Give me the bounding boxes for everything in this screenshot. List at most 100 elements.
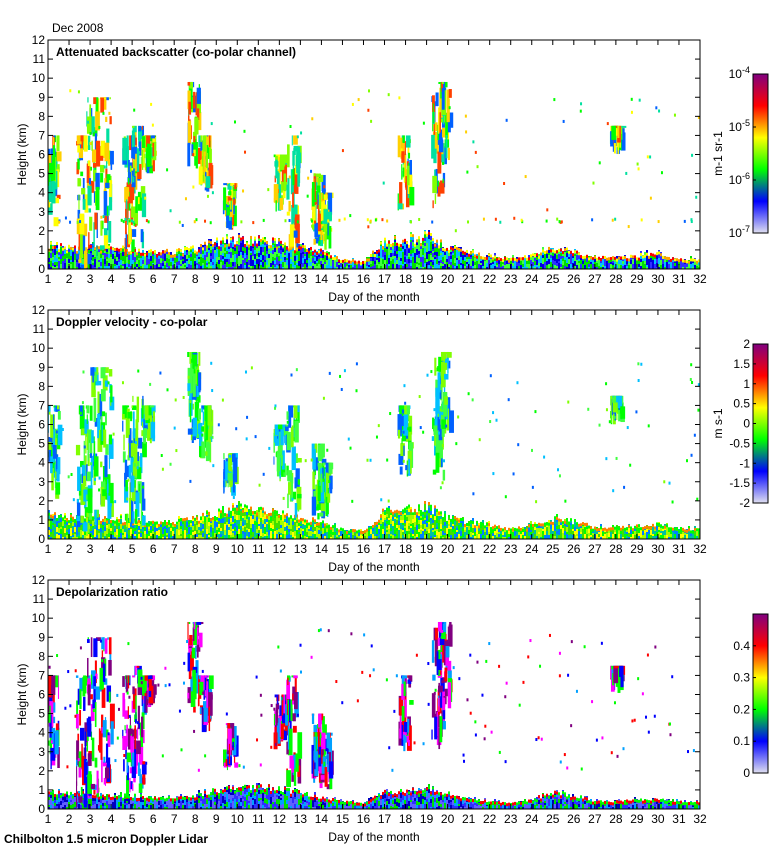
boundary-layer-pixel [378,258,380,262]
boundary-layer-pixel [282,257,284,262]
boundary-layer-pixel [428,243,430,248]
boundary-layer-pixel [266,534,268,536]
boundary-layer-top-pixel [320,248,322,252]
x-tick-label: 8 [192,272,199,286]
boundary-layer-pixel [452,255,454,257]
boundary-layer-pixel [384,531,386,535]
boundary-layer-pixel [184,265,186,267]
boundary-layer-pixel [290,535,292,539]
boundary-layer-pixel [208,250,210,253]
boundary-layer-pixel [466,253,468,255]
cloud-pixel [206,136,209,146]
boundary-layer-pixel [208,248,210,250]
boundary-layer-pixel [234,248,236,251]
boundary-layer-pixel [356,264,358,269]
boundary-layer-pixel [508,537,510,539]
boundary-layer-pixel [392,531,394,535]
boundary-layer-pixel [308,263,310,266]
boundary-layer-pixel [220,534,222,537]
boundary-layer-top-pixel [174,524,176,528]
boundary-layer-pixel [418,514,420,516]
boundary-layer-pixel [180,260,182,264]
boundary-layer-pixel [106,534,108,539]
boundary-layer-pixel [242,528,244,531]
boundary-layer-pixel [252,515,254,519]
boundary-layer-pixel [254,521,256,525]
boundary-layer-top-pixel [308,250,310,254]
boundary-layer-pixel [684,264,686,269]
boundary-layer-pixel [658,267,660,269]
boundary-layer-pixel [424,529,426,531]
boundary-layer-pixel [90,249,92,251]
boundary-layer-pixel [432,267,434,269]
boundary-layer-pixel [300,524,302,526]
cloud-pixel [318,192,322,210]
boundary-layer-top-pixel [198,249,200,253]
boundary-layer-top-pixel [300,517,302,521]
boundary-layer-pixel [548,250,550,253]
boundary-layer-pixel [108,529,110,533]
boundary-layer-pixel [570,252,572,257]
boundary-layer-pixel [120,253,122,255]
boundary-layer-pixel [558,259,560,261]
boundary-layer-pixel [372,261,374,266]
boundary-layer-pixel [588,530,590,533]
boundary-layer-pixel [144,527,146,531]
boundary-layer-pixel [214,264,216,266]
boundary-layer-pixel [282,518,284,521]
boundary-layer-pixel [106,528,108,532]
boundary-layer-pixel [258,530,260,533]
boundary-layer-pixel [442,521,444,523]
boundary-layer-pixel [372,531,374,534]
boundary-layer-top-pixel [578,252,580,256]
boundary-layer-pixel [342,530,344,535]
boundary-layer-top-pixel [370,526,372,530]
boundary-layer-pixel [402,255,404,259]
boundary-layer-top-pixel [488,523,490,527]
boundary-layer-pixel [126,263,128,267]
boundary-layer-pixel [290,249,292,252]
boundary-layer-pixel [494,528,496,531]
boundary-layer-pixel [264,531,266,534]
boundary-layer-pixel [152,260,154,263]
cloud-pixel [407,152,411,159]
boundary-layer-pixel [240,257,242,262]
boundary-layer-pixel [310,262,312,266]
noise-pixel [89,131,92,135]
boundary-layer-pixel [432,244,434,249]
boundary-layer-pixel [388,258,390,262]
boundary-layer-top-pixel [598,256,600,260]
boundary-layer-pixel [336,530,338,535]
boundary-layer-pixel [442,266,444,269]
boundary-layer-top-pixel [310,521,312,525]
boundary-layer-pixel [232,247,234,249]
cloud-pixel [52,145,56,158]
noise-pixel [181,223,184,227]
boundary-layer-pixel [168,525,170,527]
boundary-layer-pixel [96,527,98,530]
boundary-layer-pixel [284,531,286,534]
boundary-layer-pixel [94,267,96,269]
boundary-layer-pixel [328,530,330,535]
boundary-layer-pixel [196,530,198,534]
boundary-layer-pixel [162,537,164,539]
boundary-layer-pixel [318,253,320,255]
boundary-layer-pixel [222,253,224,256]
boundary-layer-pixel [348,537,350,539]
boundary-layer-pixel [558,520,560,525]
boundary-layer-pixel [412,236,414,240]
boundary-layer-pixel [130,263,132,266]
boundary-layer-pixel [136,529,138,534]
cloud-pixel [56,169,60,188]
boundary-layer-pixel [192,261,194,264]
boundary-layer-pixel [240,530,242,534]
boundary-layer-pixel [394,265,396,269]
boundary-layer-pixel [528,528,530,532]
boundary-layer-pixel [558,529,560,531]
boundary-layer-pixel [98,515,100,520]
boundary-layer-pixel [278,246,280,248]
boundary-layer-pixel [256,529,258,533]
cloud-pixel [402,135,405,144]
boundary-layer-pixel [592,259,594,264]
cloud-pixel [325,192,328,196]
